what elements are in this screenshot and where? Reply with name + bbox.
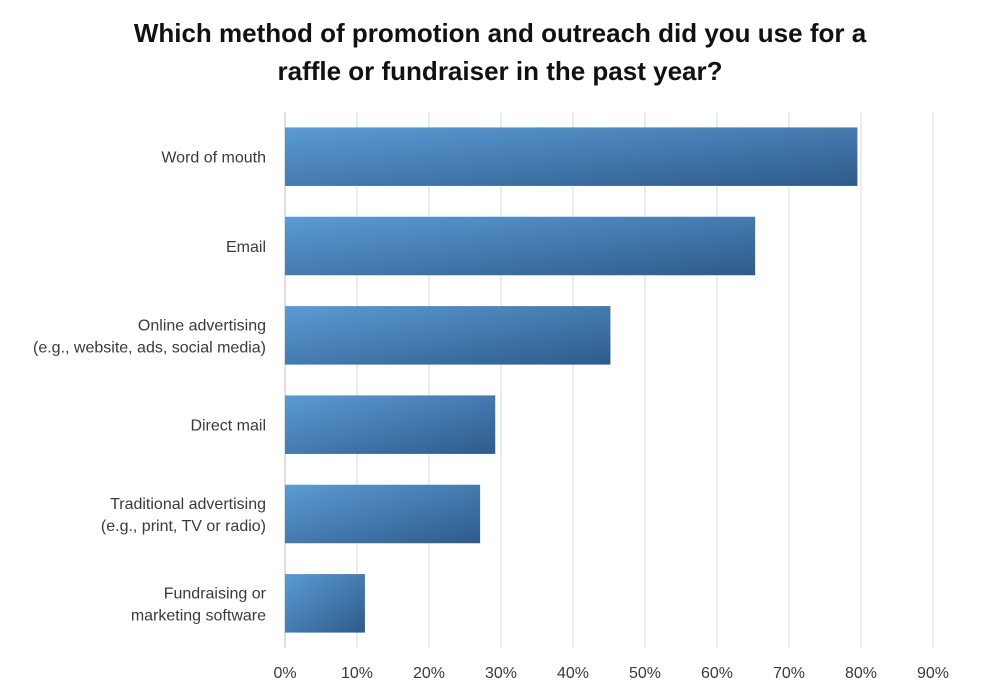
category-label: Online advertising (138, 317, 266, 334)
category-label: Fundraising or (164, 585, 267, 602)
bars (285, 127, 858, 633)
category-label: (e.g., print, TV or radio) (101, 518, 266, 535)
category-label: Direct mail (190, 418, 266, 435)
bar (285, 216, 756, 276)
category-label: Traditional advertising (110, 496, 266, 513)
x-tick-label: 30% (485, 665, 517, 682)
x-tick-label: 50% (629, 665, 661, 682)
chart-title-line-1: Which method of promotion and outreach d… (133, 18, 867, 48)
x-tick-label: 70% (773, 665, 805, 682)
x-axis-tick-labels: 0% 10% 20% 30% 40% 50% 60% 70% 80% 90% (273, 665, 949, 682)
bar (285, 127, 858, 186)
x-tick-label: 60% (701, 665, 733, 682)
x-tick-label: 10% (341, 665, 373, 682)
x-tick-label: 40% (557, 665, 589, 682)
category-label: Email (226, 239, 266, 256)
category-label: Word of mouth (161, 150, 266, 167)
bar (285, 306, 611, 365)
chart-title-line-2: raffle or fundraiser in the past year? (277, 56, 723, 86)
category-label: marketing software (131, 607, 266, 624)
grid-lines (284, 112, 934, 648)
x-tick-label: 80% (845, 665, 877, 682)
category-labels: Word of mouth Email Online advertising (e.g… (33, 150, 267, 625)
x-tick-label: 0% (273, 665, 296, 682)
bar (285, 574, 365, 633)
bar (285, 395, 496, 454)
bar (285, 484, 481, 544)
chart-title: Which method of promotion and outreach d… (0, 14, 1000, 90)
x-tick-label: 90% (917, 665, 949, 682)
category-label: (e.g., website, ads, social media) (33, 339, 266, 356)
x-tick-label: 20% (413, 665, 445, 682)
